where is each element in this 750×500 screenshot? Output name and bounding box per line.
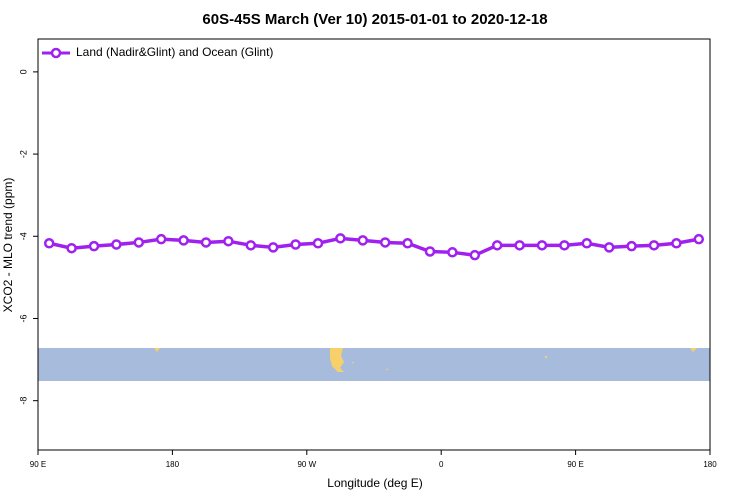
point (626, 240, 637, 252)
point (491, 240, 503, 251)
point (245, 240, 257, 251)
point (402, 238, 413, 249)
point (290, 239, 301, 250)
y-tick-label: -2 (18, 150, 28, 158)
y-tick-label: -6 (18, 314, 28, 322)
x-tick-label: 180 (703, 460, 717, 469)
point (514, 240, 525, 251)
point (693, 233, 705, 245)
chart-title: 60S-45S March (Ver 10) 2015-01-01 to 202… (202, 11, 547, 28)
x-tick-label: 0 (439, 460, 444, 469)
legend-marker (50, 47, 62, 59)
point (671, 238, 682, 249)
point (648, 240, 660, 251)
point (312, 238, 324, 249)
point (88, 240, 100, 252)
x-tick-label: 90 E (30, 460, 46, 469)
x-tick-label: 90 W (297, 460, 316, 469)
point (424, 246, 436, 257)
plot-frame (37, 38, 711, 451)
point (66, 242, 77, 254)
y-tick-label: 0 (18, 69, 28, 74)
point (178, 235, 189, 246)
point (536, 240, 548, 251)
point (200, 237, 212, 248)
point (603, 242, 615, 253)
x-axis-label: Longitude (deg E) (327, 476, 422, 490)
point (335, 233, 346, 244)
y-tick-label: -8 (18, 397, 28, 405)
point (111, 239, 122, 250)
point (133, 237, 145, 248)
y-tick-label: -4 (18, 232, 28, 240)
series-line (48, 236, 700, 257)
point (357, 235, 369, 246)
point (581, 238, 593, 249)
point (43, 238, 55, 249)
point (155, 233, 167, 245)
point (447, 247, 458, 258)
point (559, 240, 570, 251)
x-tick-label: 180 (166, 460, 180, 469)
map-strip (38, 348, 710, 381)
legend-label: Land (Nadir&Glint) and Ocean (Glint) (76, 45, 273, 59)
point (469, 249, 481, 261)
point (379, 237, 391, 248)
legend: Land (Nadir&Glint) and Ocean (Glint) (42, 45, 273, 59)
point (223, 235, 234, 247)
y-axis-label: XCO2 - MLO trend (ppm) (1, 178, 15, 313)
point (267, 242, 279, 253)
x-tick-label: 90 E (567, 460, 583, 469)
